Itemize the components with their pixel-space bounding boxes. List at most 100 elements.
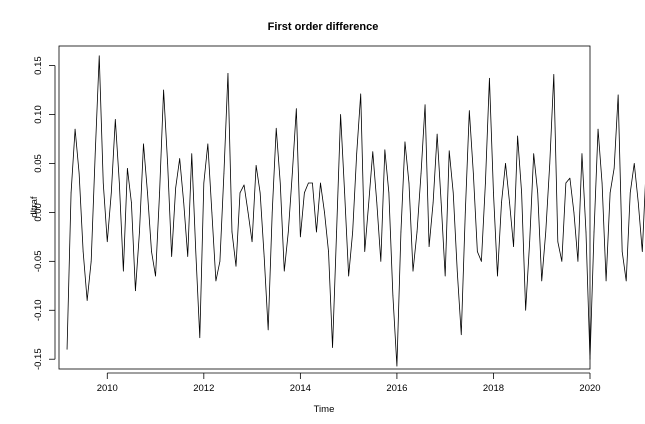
data-point [283,270,285,272]
data-point [609,192,611,194]
data-point [432,202,434,203]
data-point [465,212,466,213]
data-point [581,153,583,154]
x-tick-label: 2016 [386,383,407,394]
data-point [352,231,353,233]
data-point [111,192,112,194]
data-point [497,275,498,277]
data-point [557,241,559,243]
data-point [440,202,442,203]
data-point [473,172,474,174]
series-layer [66,55,645,367]
data-point [605,280,607,282]
data-point [388,192,390,194]
data-point [86,300,88,301]
data-point [444,275,446,277]
data-point [255,165,257,166]
data-point [143,143,144,145]
data-point [513,246,514,247]
data-point [360,93,362,95]
data-point [489,78,490,79]
data-point [617,94,619,96]
data-point [537,192,539,194]
data-point [263,256,265,257]
data-point [336,231,337,233]
data-point [155,275,156,277]
data-point [428,246,430,247]
data-point [577,261,579,262]
data-point [106,241,108,243]
data-point [183,202,185,203]
data-point [485,182,486,184]
data-point [529,241,530,243]
data-point [215,280,217,282]
data-point [82,251,84,252]
plot-frame [58,45,591,370]
data-point [90,261,92,262]
y-axis-label: dltraf [29,196,40,217]
data-point [308,182,309,184]
data-point [340,114,341,115]
data-point [179,158,180,159]
x-tick-label: 2012 [193,383,214,394]
x-axis-label: Time [314,404,335,415]
data-point [372,151,374,153]
data-point [316,231,317,233]
x-tick-label: 2010 [97,383,118,394]
data-point [469,110,470,111]
y-tick-label: 0.15 [33,56,44,75]
data-point [288,231,289,233]
data-point [549,163,551,164]
y-axis: -0.15 -0.10 -0.05 0.00 0.05 0.10 0.15 [33,56,56,370]
data-point [424,104,426,106]
data-point [597,128,599,130]
data-point [505,163,506,164]
data-point [147,192,148,194]
data-point [227,73,229,74]
data-point [493,192,494,194]
data-point [211,212,213,213]
x-axis: 2010 2012 2014 2016 2018 2020 [97,372,601,394]
data-point [541,280,543,282]
data-point [517,135,518,137]
data-point [637,202,639,203]
y-tick-label: 0.00 [33,203,44,222]
data-point [545,231,547,233]
data-point [259,192,261,194]
data-point [324,212,325,213]
data-point [380,261,382,262]
data-point [589,358,591,360]
series-line [66,55,645,367]
chart-title: First order difference [268,21,379,33]
data-point [267,329,269,331]
data-point [477,251,478,252]
data-point [139,231,140,233]
data-point [191,153,193,154]
data-point [376,202,378,203]
data-point [452,192,454,194]
data-point [569,177,571,179]
data-point [625,280,627,282]
data-point [127,168,128,169]
data-point [392,295,394,296]
data-point [448,150,450,152]
data-point [279,182,281,184]
data-point [296,108,297,109]
data-point [159,192,160,194]
data-point [271,212,273,213]
x-tick-label: 2018 [483,383,504,394]
data-point [78,172,80,174]
data-point [275,127,277,129]
data-point [565,182,567,184]
data-point [304,192,305,194]
data-point [167,163,168,164]
data-point [344,192,345,194]
data-point [66,349,68,350]
data-point [400,231,402,233]
data-point [195,251,197,252]
x-tick-label: 2014 [290,383,311,394]
data-point [163,89,164,91]
data-point [175,187,176,189]
data-point [356,153,357,154]
